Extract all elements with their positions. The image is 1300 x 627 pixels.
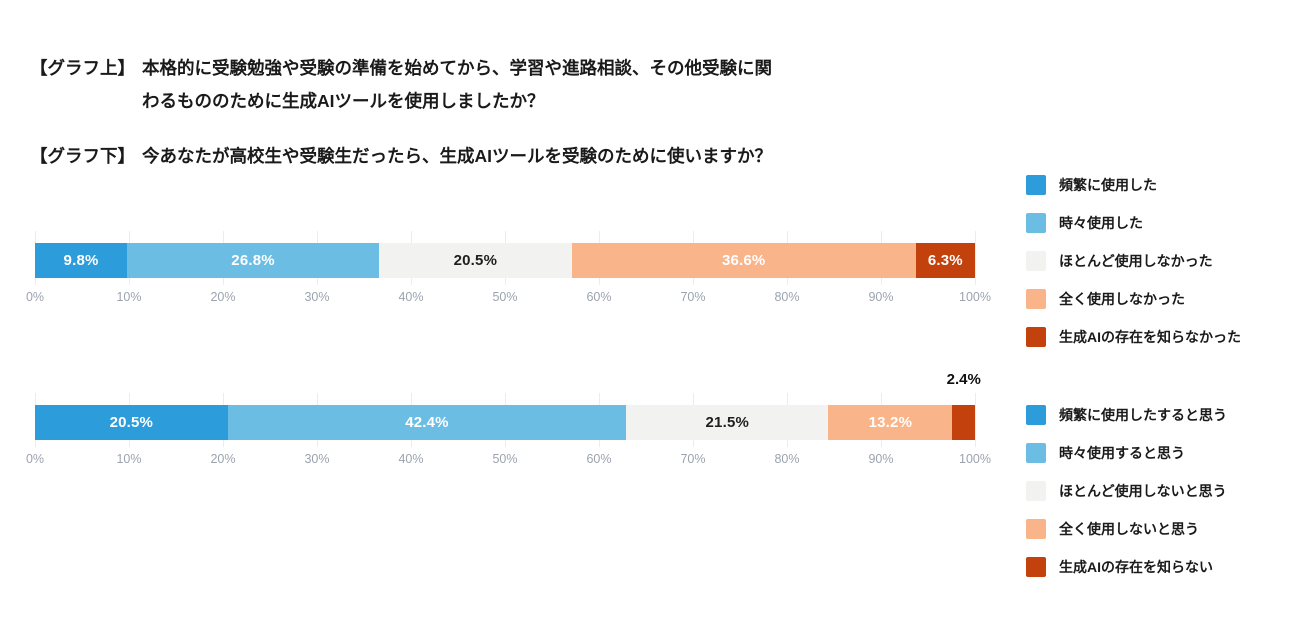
chart-axis: 0% 10% 20% 30% 40% 50% 60% 70% 80% 90% 100%	[26, 290, 991, 306]
question-bottom-tag: 【グラフ下】	[30, 146, 135, 166]
axis-tick-label: 60%	[586, 290, 612, 304]
bar-segment-5: 6.3%	[915, 243, 975, 278]
legend-item: 生成AIの存在を知らなかった	[1026, 327, 1241, 347]
axis-tick-label: 50%	[492, 290, 518, 304]
legend-swatch	[1026, 481, 1046, 501]
legend-label: 生成AIの存在を知らない	[1059, 559, 1213, 575]
gridline	[975, 393, 976, 447]
bar-segment-2: 26.8%	[127, 243, 380, 278]
legend-item: 生成AIの存在を知らない	[1026, 557, 1227, 577]
legend-item: 頻繁に使用したすると思う	[1026, 405, 1227, 425]
axis-tick-label: 40%	[398, 290, 424, 304]
gridline	[975, 231, 976, 285]
bar-segment-1: 9.8%	[35, 243, 128, 278]
chart-bar: 9.8% 26.8% 20.5% 36.6% 6.3%	[35, 243, 975, 278]
legend-swatch	[1026, 251, 1046, 271]
axis-tick-label: 80%	[774, 452, 800, 466]
bar-segment-1: 20.5%	[35, 405, 228, 440]
legend-label: 頻繁に使用したすると思う	[1059, 407, 1227, 423]
segment-value-label: 36.6%	[721, 252, 766, 269]
legend-label: 生成AIの存在を知らなかった	[1059, 329, 1241, 345]
axis-tick-label: 0%	[25, 290, 45, 304]
question-top-text: 本格的に受験勉強や受験の準備を始めてから、学習や進路相談、その他受験に関 わるも…	[142, 52, 870, 118]
legend-label: 全く使用しないと思う	[1059, 521, 1199, 537]
axis-tick-label: 100%	[959, 290, 991, 304]
legend-bottom: 頻繁に使用したすると思う 時々使用すると思うほとんど使用しないと思う 全く使用しない…	[1026, 405, 1227, 595]
bar-segment-5	[952, 405, 975, 440]
axis-tick-label: 50%	[492, 452, 518, 466]
legend-swatch	[1026, 327, 1046, 347]
question-bottom-text: 今あなたが高校生や受験生だったら、生成AIツールを受験のために使いますか？	[142, 146, 772, 166]
segment-value-label: 42.4%	[405, 414, 449, 431]
axis-tick-label: 100%	[959, 452, 991, 466]
bar-segment-4: 13.2%	[828, 405, 953, 440]
segment-value-label: 20.5%	[453, 252, 498, 269]
axis-tick-label: 10%	[116, 452, 142, 466]
legend-item: 時々使用した	[1026, 213, 1241, 233]
bar-segment-3: 20.5%	[379, 243, 572, 278]
legend-swatch	[1026, 519, 1046, 539]
chart-bottom: 20.5% 42.4% 21.5% 13.2% 2.4% 0% 10% 20% 30% 40%…	[26, 371, 991, 468]
bar-segment-3: 21.5%	[626, 405, 829, 440]
axis-tick-label: 70%	[680, 452, 706, 466]
legend-item: 全く使用しないと思う	[1026, 519, 1227, 539]
bar-segment-4: 36.6%	[571, 243, 916, 278]
bar-segment-2: 42.4%	[227, 405, 627, 440]
segment-value-label-outside: 2.4%	[946, 371, 981, 388]
legend-item: 頻繁に使用した	[1026, 175, 1241, 195]
segment-value-label: 26.8%	[231, 252, 275, 269]
legend-item: 時々使用すると思う	[1026, 443, 1227, 463]
axis-tick-label: 20%	[210, 290, 236, 304]
legend-item: ほとんど使用しなかった	[1026, 251, 1241, 271]
axis-tick-label: 60%	[586, 452, 612, 466]
chart-bar: 20.5% 42.4% 21.5% 13.2%	[35, 405, 975, 440]
chart-axis: 0% 10% 20% 30% 40% 50% 60% 70% 80% 90% 100%	[26, 452, 991, 468]
axis-tick-label: 30%	[304, 452, 330, 466]
legend-label: 全く使用しなかった	[1059, 291, 1185, 307]
segment-value-label: 21.5%	[705, 414, 750, 431]
question-bottom: 【グラフ下】 今あなたが高校生や受験生だったら、生成AIツールを受験のために使い…	[30, 140, 870, 173]
axis-tick-label: 40%	[398, 452, 424, 466]
legend-label: ほとんど使用しなかった	[1059, 253, 1213, 269]
legend-label: ほとんど使用しないと思う	[1059, 483, 1227, 499]
legend-label: 時々使用した	[1059, 215, 1143, 231]
axis-tick-label: 10%	[116, 290, 142, 304]
axis-tick-label: 80%	[774, 290, 800, 304]
segment-value-label: 20.5%	[109, 414, 154, 431]
chart-grid: 9.8% 26.8% 20.5% 36.6% 6.3%	[35, 231, 976, 285]
legend-item: ほとんど使用しないと思う	[1026, 481, 1227, 501]
axis-tick-label: 90%	[868, 290, 894, 304]
question-top-line1: 本格的に受験勉強や受験の準備を始めてから、学習や進路相談、その他受験に関	[142, 58, 772, 78]
question-top: 【グラフ上】 本格的に受験勉強や受験の準備を始めてから、学習や進路相談、その他受…	[30, 52, 870, 118]
axis-tick-label: 90%	[868, 452, 894, 466]
legend-swatch	[1026, 557, 1046, 577]
chart-top: 9.8% 26.8% 20.5% 36.6% 6.3% 0% 10% 20% 30% 40% 50…	[26, 231, 991, 306]
question-top-tag: 【グラフ上】	[30, 58, 135, 78]
axis-tick-label: 0%	[25, 452, 45, 466]
legend-item: 全く使用しなかった	[1026, 289, 1241, 309]
legend-swatch	[1026, 443, 1046, 463]
legend-top: 頻繁に使用した 時々使用したほとんど使用しなかった 全く使用しなかった生成AIの存在…	[1026, 175, 1241, 365]
segment-value-label: 13.2%	[868, 414, 913, 431]
page-header: 【グラフ上】 本格的に受験勉強や受験の準備を始めてから、学習や進路相談、その他受…	[30, 52, 870, 173]
axis-tick-label: 70%	[680, 290, 706, 304]
chart-grid: 20.5% 42.4% 21.5% 13.2% 2.4%	[35, 371, 981, 447]
segment-value-label: 9.8%	[63, 252, 99, 269]
legend-swatch	[1026, 289, 1046, 309]
legend-swatch	[1026, 405, 1046, 425]
legend-swatch	[1026, 213, 1046, 233]
axis-tick-label: 20%	[210, 452, 236, 466]
legend-swatch	[1026, 175, 1046, 195]
segment-value-label: 6.3%	[927, 252, 963, 269]
axis-tick-label: 30%	[304, 290, 330, 304]
legend-label: 時々使用すると思う	[1059, 445, 1185, 461]
legend-label: 頻繁に使用した	[1059, 177, 1157, 193]
question-top-line2: わるもののために生成AIツールを使用しましたか？	[142, 91, 545, 111]
